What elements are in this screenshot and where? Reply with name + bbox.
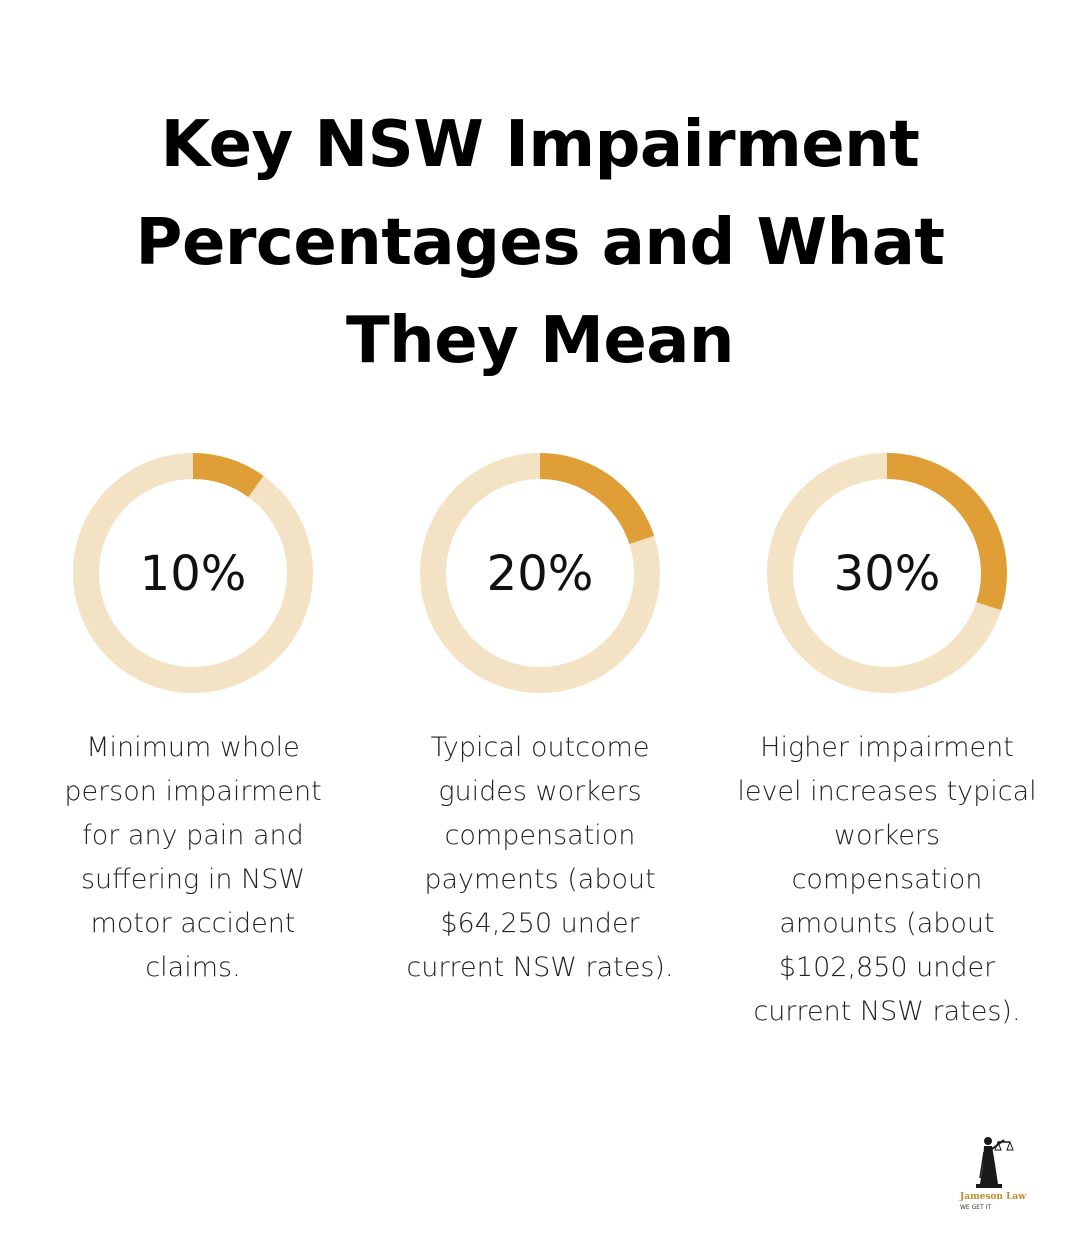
donut-value-arc: [192, 453, 264, 498]
logo-name: Jameson Law: [960, 1192, 1026, 1202]
donut-value-arc: [886, 453, 1007, 611]
metric-description: Higher impairment level increases typica…: [737, 732, 1037, 1027]
metric-card-20: 20% Typical outcome guides workers compe…: [375, 450, 705, 990]
jameson-law-logo: Jameson Law WE GET IT: [956, 1134, 1036, 1216]
metric-description: Minimum whole person impairment for any …: [64, 732, 322, 983]
donut-value-label: 20%: [487, 546, 594, 602]
metric-card-10: 10% Minimum whole person impairment for …: [28, 450, 358, 990]
donut-value-arc: [539, 453, 655, 545]
lady-justice-icon: [976, 1137, 1014, 1188]
donut-value-label: 10%: [140, 546, 247, 602]
logo-tagline: WE GET IT: [960, 1204, 992, 1211]
donut-chart-10: 10%: [73, 453, 313, 693]
donut-chart-30: 30%: [767, 453, 1007, 693]
donut-chart-20: 20%: [420, 453, 660, 693]
metric-card-30: 30% Higher impairment level increases ty…: [722, 450, 1052, 1034]
metric-description: Typical outcome guides workers compensat…: [406, 732, 674, 983]
page-title: Key NSW Impairment Percentages and What …: [135, 108, 945, 378]
donut-value-label: 30%: [834, 546, 941, 602]
